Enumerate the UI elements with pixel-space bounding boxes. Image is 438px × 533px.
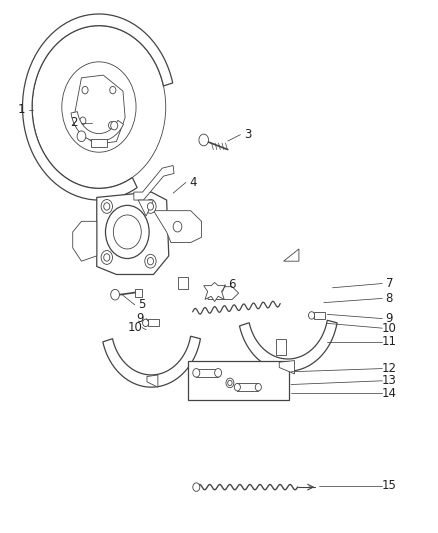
Text: 8: 8 — [385, 292, 393, 305]
Polygon shape — [135, 289, 142, 297]
Text: 1: 1 — [18, 103, 25, 116]
Circle shape — [113, 215, 141, 249]
Circle shape — [308, 312, 314, 319]
Circle shape — [101, 199, 113, 213]
Circle shape — [234, 383, 240, 391]
Polygon shape — [208, 287, 239, 300]
Text: 15: 15 — [382, 479, 397, 492]
Polygon shape — [204, 282, 226, 302]
Polygon shape — [138, 200, 153, 216]
Polygon shape — [177, 277, 188, 289]
Circle shape — [82, 86, 88, 94]
Polygon shape — [147, 375, 158, 387]
Circle shape — [106, 205, 149, 259]
Text: 12: 12 — [382, 362, 397, 375]
Circle shape — [173, 221, 182, 232]
Polygon shape — [240, 320, 337, 371]
Text: 11: 11 — [382, 335, 397, 349]
Circle shape — [145, 254, 156, 268]
Circle shape — [143, 319, 149, 327]
Circle shape — [104, 254, 110, 261]
Text: 5: 5 — [138, 298, 145, 311]
Circle shape — [62, 62, 136, 152]
Text: 13: 13 — [382, 374, 397, 387]
Text: 4: 4 — [189, 176, 197, 189]
Polygon shape — [71, 111, 124, 142]
Circle shape — [109, 122, 115, 129]
Circle shape — [111, 122, 118, 130]
Polygon shape — [134, 165, 174, 200]
Circle shape — [148, 203, 153, 210]
Circle shape — [226, 378, 234, 387]
Text: 9: 9 — [136, 312, 143, 325]
Text: 6: 6 — [228, 278, 236, 291]
Circle shape — [145, 199, 156, 213]
Polygon shape — [276, 340, 286, 356]
Polygon shape — [196, 368, 218, 376]
Text: 10: 10 — [382, 322, 397, 335]
Circle shape — [199, 134, 208, 146]
Polygon shape — [103, 336, 201, 387]
Circle shape — [215, 368, 222, 377]
Polygon shape — [153, 211, 201, 243]
Text: 10: 10 — [128, 321, 143, 334]
Circle shape — [80, 117, 86, 125]
Polygon shape — [279, 361, 294, 374]
Text: 14: 14 — [382, 386, 397, 400]
Polygon shape — [284, 249, 299, 261]
Polygon shape — [75, 75, 125, 144]
Text: 9: 9 — [385, 312, 393, 325]
Polygon shape — [148, 319, 159, 326]
Circle shape — [193, 368, 200, 377]
Polygon shape — [188, 361, 289, 400]
Text: 7: 7 — [385, 277, 393, 290]
Circle shape — [101, 251, 113, 264]
Circle shape — [77, 131, 86, 142]
Circle shape — [255, 383, 261, 391]
Polygon shape — [91, 139, 107, 147]
Polygon shape — [97, 192, 169, 274]
Circle shape — [148, 257, 153, 265]
Polygon shape — [314, 312, 325, 319]
Circle shape — [111, 289, 120, 300]
Circle shape — [228, 380, 232, 385]
Circle shape — [193, 483, 200, 491]
Polygon shape — [237, 383, 258, 391]
Circle shape — [110, 86, 116, 94]
Circle shape — [32, 26, 166, 188]
Text: 2: 2 — [70, 117, 78, 130]
Polygon shape — [73, 221, 97, 261]
Circle shape — [104, 203, 110, 210]
Text: 3: 3 — [244, 128, 251, 141]
Wedge shape — [22, 14, 173, 200]
